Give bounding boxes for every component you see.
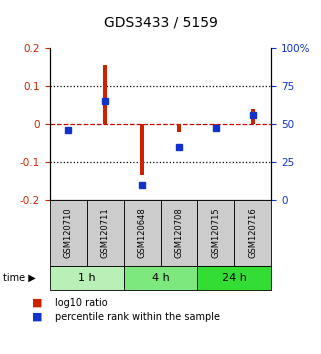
- Text: time ▶: time ▶: [3, 273, 36, 283]
- Text: GSM120710: GSM120710: [64, 207, 73, 258]
- Bar: [214, 124, 218, 126]
- Text: GSM120711: GSM120711: [100, 207, 110, 258]
- Text: ■: ■: [32, 298, 43, 308]
- Text: GSM120715: GSM120715: [211, 207, 221, 258]
- Text: ■: ■: [32, 312, 43, 322]
- Text: GSM120716: GSM120716: [248, 207, 257, 258]
- Text: GSM120708: GSM120708: [174, 207, 184, 258]
- Text: percentile rank within the sample: percentile rank within the sample: [55, 312, 220, 322]
- Bar: [177, 124, 181, 131]
- Text: GSM120648: GSM120648: [137, 207, 147, 258]
- Bar: [140, 124, 144, 175]
- Text: 1 h: 1 h: [78, 273, 95, 283]
- Text: GDS3433 / 5159: GDS3433 / 5159: [104, 16, 217, 30]
- Text: log10 ratio: log10 ratio: [55, 298, 107, 308]
- Bar: [103, 65, 107, 124]
- Text: 4 h: 4 h: [152, 273, 169, 283]
- Text: 24 h: 24 h: [222, 273, 247, 283]
- Bar: [251, 109, 255, 124]
